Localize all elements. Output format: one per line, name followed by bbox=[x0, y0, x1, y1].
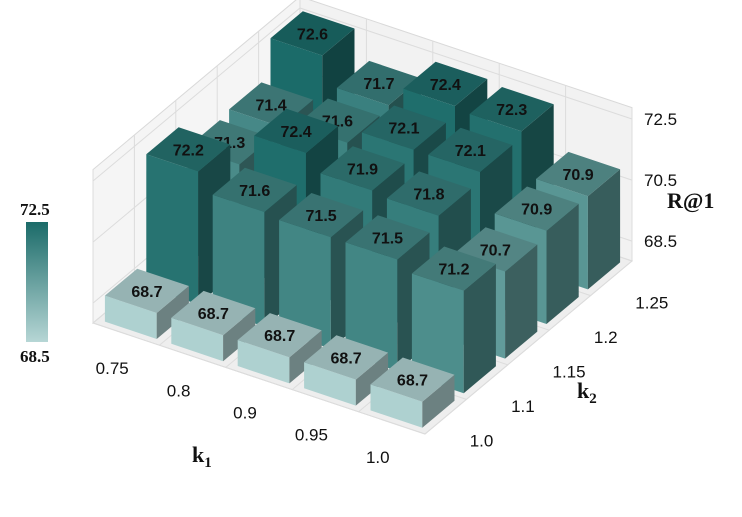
colorbar-min-label: 68.5 bbox=[20, 347, 50, 366]
bar-value-label: 68.7 bbox=[264, 328, 295, 345]
bar-right-face bbox=[546, 203, 579, 324]
bar-value-label: 72.1 bbox=[388, 121, 419, 138]
bar: 68.7 bbox=[370, 357, 455, 428]
bar-value-label: 72.6 bbox=[297, 26, 328, 43]
bar-value-label: 72.1 bbox=[455, 143, 486, 160]
bar-top-face bbox=[320, 146, 405, 191]
x-tick-label: 0.95 bbox=[295, 426, 328, 445]
bar: 68.7 bbox=[104, 268, 189, 339]
bar-value-label: 71.7 bbox=[363, 76, 394, 93]
bar-front-face bbox=[212, 194, 265, 327]
y-tick-label: 1.0 bbox=[470, 432, 494, 451]
y-tick-label: 1.25 bbox=[635, 293, 668, 312]
z-tick-label: 68.5 bbox=[644, 232, 677, 251]
y-axis-title: k2 bbox=[577, 378, 597, 407]
bar-top-face bbox=[270, 11, 355, 56]
bar: 68.7 bbox=[304, 335, 389, 406]
bar-right-face bbox=[587, 169, 621, 290]
bar-right-face bbox=[505, 244, 538, 359]
bar-value-label: 70.7 bbox=[480, 242, 511, 259]
bar-top-face bbox=[254, 108, 339, 153]
bar-top-face bbox=[428, 127, 513, 172]
bar-value-label: 70.9 bbox=[521, 202, 552, 219]
bar-value-label: 72.2 bbox=[173, 142, 204, 159]
bar-value-label: 68.7 bbox=[131, 284, 162, 301]
bar-top-face bbox=[386, 171, 471, 216]
bar-value-label: 72.4 bbox=[281, 124, 312, 141]
y-tick-label: 1.1 bbox=[511, 397, 535, 416]
x-tick-label: 0.75 bbox=[96, 359, 129, 378]
bar-value-label: 70.9 bbox=[563, 167, 594, 184]
bar-front-face bbox=[304, 362, 356, 406]
bar-value-label: 71.5 bbox=[372, 230, 403, 247]
x-tick-label: 0.9 bbox=[233, 404, 257, 423]
bar-top-face bbox=[361, 105, 446, 150]
bar-top-face bbox=[104, 268, 189, 313]
bar-front-face bbox=[104, 295, 157, 339]
bar: 68.7 bbox=[237, 313, 322, 384]
bar-top-face bbox=[336, 60, 421, 106]
bar-front-face bbox=[146, 154, 199, 305]
bar-front-face bbox=[345, 242, 398, 371]
tick-labels: 0.75 0.8 0.9 0.95 1.0 1.0 1.1 1.15 1.2 1.25 68.5 70… bbox=[96, 110, 677, 467]
bar-right-face bbox=[463, 263, 496, 394]
bar-top-face bbox=[411, 246, 496, 291]
bar-right-face bbox=[289, 330, 322, 384]
bar: 68.7 bbox=[171, 290, 256, 362]
bar-top-face bbox=[403, 61, 488, 106]
bar-value-label: 72.4 bbox=[430, 77, 461, 94]
z-axis-title: R@1 bbox=[667, 188, 714, 213]
bar-value-label: 68.7 bbox=[331, 350, 362, 367]
bar-front-face bbox=[370, 384, 423, 428]
bar-top-face bbox=[279, 193, 364, 238]
bar-top-face bbox=[237, 313, 322, 358]
bar-top-face bbox=[212, 167, 297, 212]
x-tick-label: 1.0 bbox=[366, 448, 390, 467]
colorbar-max-label: 72.5 bbox=[20, 200, 50, 219]
x-tick-label: 0.8 bbox=[167, 381, 191, 400]
z-tick-label: 72.5 bbox=[644, 110, 677, 129]
bar-front-face bbox=[237, 340, 290, 384]
bar-right-face bbox=[223, 308, 256, 362]
bar-value-label: 71.9 bbox=[347, 161, 378, 178]
bar-value-label: 68.7 bbox=[198, 306, 229, 323]
bar-top-face bbox=[536, 151, 621, 197]
bar-value-label: 72.3 bbox=[496, 102, 527, 119]
bar-value-label: 71.6 bbox=[239, 183, 270, 200]
bar-right-face bbox=[355, 352, 389, 406]
bar-top-face bbox=[171, 290, 256, 336]
y-tick-label: 1.2 bbox=[594, 328, 618, 347]
bar-top-face bbox=[304, 335, 389, 380]
bar-top-face bbox=[469, 87, 554, 132]
y-tick-label: 1.15 bbox=[553, 363, 586, 382]
bar-right-face bbox=[422, 374, 455, 428]
bars-group: 72.6 71.7 72.4 72.3 70.9 71.4 71.6 72.1 72.1 70.9… bbox=[104, 11, 621, 428]
colorbar bbox=[26, 222, 48, 342]
z-tick-label: 70.5 bbox=[644, 171, 677, 190]
bar-front-face bbox=[411, 273, 464, 394]
bar-top-face bbox=[345, 215, 430, 260]
bar-value-label: 71.8 bbox=[413, 187, 444, 204]
bar-right-face bbox=[156, 286, 189, 339]
bar-value-label: 71.4 bbox=[256, 98, 287, 115]
bar-top-face bbox=[494, 186, 579, 231]
bar-front-face bbox=[279, 220, 331, 349]
x-axis-title: k1 bbox=[192, 442, 212, 471]
bar: 71.2 bbox=[411, 246, 496, 394]
bar-top-face bbox=[146, 127, 231, 172]
z-grid-line bbox=[92, 7, 633, 182]
bar-top-face bbox=[370, 357, 455, 402]
grid-line bbox=[92, 169, 426, 435]
bar-value-label: 68.7 bbox=[397, 373, 428, 390]
bar-value-label: 71.2 bbox=[438, 262, 469, 279]
bar-front-face bbox=[171, 317, 224, 362]
bar-value-label: 71.5 bbox=[306, 208, 337, 225]
